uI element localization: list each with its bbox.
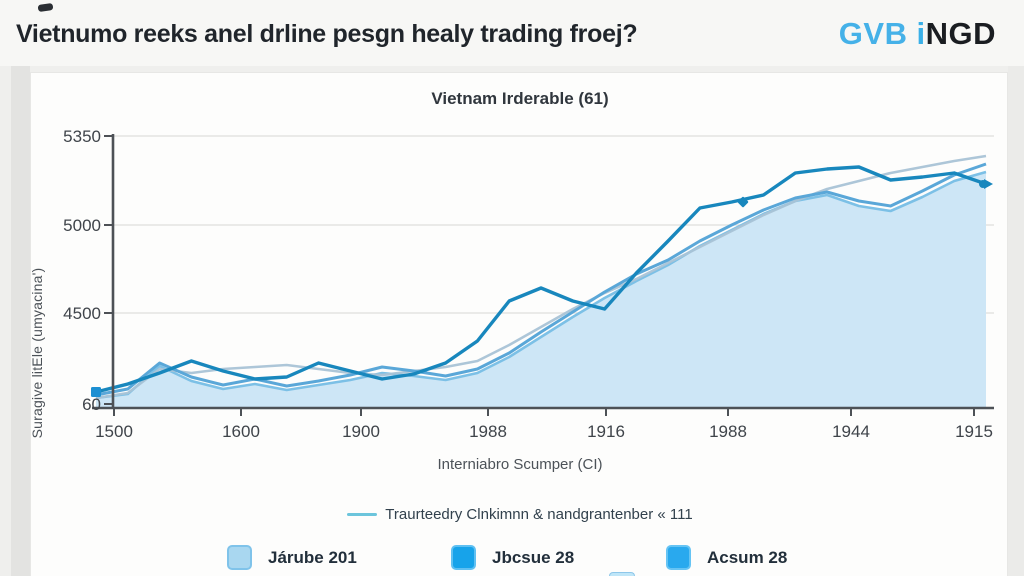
y-tick-label: 5000 <box>63 216 101 235</box>
chart-card: Vietnam Irderable (61) Suragive litEle (… <box>29 72 1009 576</box>
legend-line-swatch <box>347 513 378 516</box>
x-tick-label: 1500 <box>95 422 133 441</box>
series-line-faint <box>95 154 987 400</box>
legend-swatch-light-blue <box>227 545 252 570</box>
y-tick-label: 5350 <box>63 127 101 146</box>
legend-item-jbcsue[interactable]: Jbcsue 28 <box>451 545 574 570</box>
brand-logo: GVB iNGD <box>839 16 996 52</box>
legend-item-jarube[interactable]: Járube 201 <box>227 545 357 570</box>
x-tick-label: 1600 <box>222 422 260 441</box>
page-title: Vietnumo reeks anel drline pesgn healy t… <box>16 20 638 48</box>
legend-label: Acsum 28 <box>707 547 788 567</box>
legend-item-partial-second-row[interactable] <box>609 572 635 576</box>
legend-label: Jbcsue 28 <box>492 547 575 567</box>
x-tick-label: 1916 <box>587 422 625 441</box>
series-line-medium <box>95 162 987 397</box>
series-mid-marker <box>737 196 749 208</box>
series-area-fill <box>96 172 986 407</box>
page-right-margin <box>1008 66 1024 576</box>
series-area-edge <box>95 170 987 400</box>
series-start-marker <box>91 387 101 397</box>
legend-item-acsum[interactable]: Acsum 28 <box>666 545 787 570</box>
legend-swatch-blue <box>666 545 691 570</box>
page-left-gutter <box>11 66 30 576</box>
x-axis-title: Interniabro Scumper (CI) <box>437 456 603 473</box>
x-tick-label: 1915 <box>955 422 993 441</box>
line-legend[interactable]: Traurteedry Clnkimnn & nandgrantenber « … <box>31 506 1009 523</box>
y-tick-label: 4500 <box>63 304 101 323</box>
legend-label: Járube 201 <box>268 547 357 567</box>
x-tick-label: 1988 <box>709 422 747 441</box>
logo-text-i: i <box>916 16 926 51</box>
y-axis-title: Suragive litEle (umyacina') <box>29 267 45 439</box>
series-line-dark <box>95 165 987 394</box>
logo-text-ngd: NGD <box>925 16 996 51</box>
y-tick-label: 60 <box>82 395 101 414</box>
legend-swatch-bright-blue <box>451 545 476 570</box>
header-bar: Vietnumo reeks anel drline pesgn healy t… <box>0 0 1024 66</box>
x-tick-label: 1988 <box>469 422 507 441</box>
chart-title: Vietnam Irderable (61) <box>431 89 609 108</box>
series-end-arrow <box>984 179 993 189</box>
x-tick-label: 1900 <box>342 422 380 441</box>
logo-text-gvb: GVB <box>838 16 908 51</box>
x-tick-label: 1944 <box>832 422 870 441</box>
legend-line-label: Traurteedry Clnkimnn & nandgrantenber « … <box>385 506 693 523</box>
